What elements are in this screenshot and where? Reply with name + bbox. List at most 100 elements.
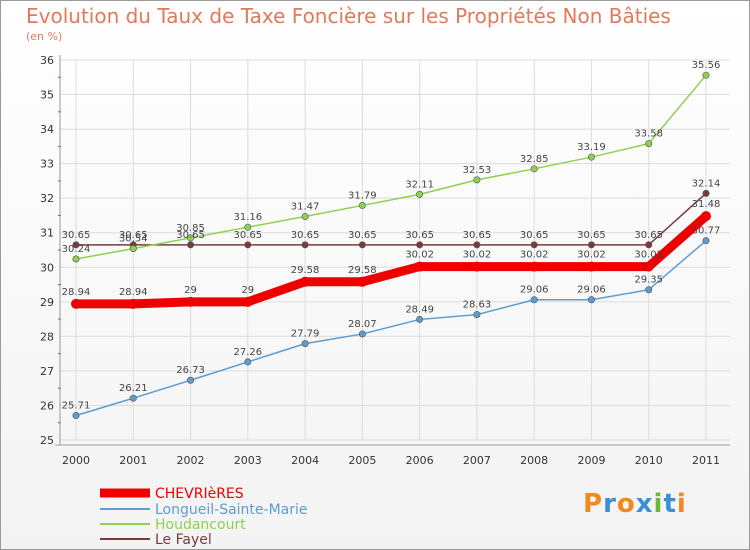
data-point	[645, 286, 653, 294]
x-tick-label: 2009	[577, 454, 605, 467]
data-label: 29.06	[577, 285, 606, 296]
data-point	[358, 241, 366, 249]
logo-letter: P	[583, 489, 604, 519]
data-point	[301, 212, 309, 220]
data-label: 29.06	[520, 285, 549, 296]
data-label: 27.79	[291, 329, 320, 340]
logo-letter: i	[676, 489, 687, 519]
y-tick-label: 30	[40, 261, 54, 274]
data-point	[586, 261, 597, 272]
data-label: 28.07	[348, 319, 377, 330]
data-label: 28.63	[463, 300, 492, 311]
data-point	[645, 241, 653, 249]
data-label: 28.49	[405, 304, 434, 315]
data-point	[72, 241, 80, 249]
x-tick-label: 2007	[463, 454, 491, 467]
data-point	[530, 241, 538, 249]
data-point	[414, 261, 425, 272]
data-label: 33.58	[634, 129, 663, 140]
data-point	[473, 176, 481, 184]
data-label: 30.65	[520, 230, 549, 241]
logo-letter: t	[663, 489, 677, 519]
x-tick-label: 2011	[692, 454, 720, 467]
data-label: 32.53	[463, 165, 492, 176]
y-tick-label: 34	[40, 123, 54, 136]
data-point	[358, 330, 366, 338]
data-label: 30.65	[405, 230, 434, 241]
y-tick-label: 28	[40, 330, 54, 343]
data-point	[358, 201, 366, 209]
legend-label: Houdancourt	[155, 517, 246, 533]
legend: CHEVRIèRESLongueil-Sainte-MarieHoudancou…	[100, 486, 308, 548]
data-label: 30.02	[405, 250, 434, 261]
data-point	[129, 394, 137, 402]
data-label: 35.56	[692, 60, 721, 71]
data-point	[701, 211, 711, 222]
data-point	[587, 153, 595, 161]
data-point	[187, 234, 195, 242]
series-line	[75, 192, 707, 246]
chart-title: Evolution du Taux de Taxe Foncière sur l…	[26, 4, 671, 28]
data-label: 29.35	[634, 275, 663, 286]
y-tick-label: 32	[40, 192, 54, 205]
data-label: 30.02	[520, 250, 549, 261]
x-tick-label: 2003	[234, 454, 262, 467]
data-point	[416, 315, 424, 323]
logo-letter: o	[616, 489, 636, 519]
data-point	[357, 276, 368, 287]
x-tick-label: 2006	[406, 454, 434, 467]
data-point	[242, 296, 253, 307]
data-label: 29.58	[348, 265, 377, 276]
data-point	[702, 71, 710, 79]
data-point	[643, 261, 654, 272]
data-label: 25.71	[62, 400, 91, 411]
data-label: 32.11	[405, 179, 434, 190]
data-label: 31.79	[348, 190, 377, 201]
data-point	[530, 165, 538, 173]
y-tick-label: 25	[40, 434, 54, 447]
x-tick-label: 2010	[635, 454, 663, 467]
data-point	[71, 298, 81, 309]
data-label: 30.65	[233, 230, 262, 241]
data-label: 29	[241, 285, 254, 296]
data-label: 29	[184, 285, 197, 296]
data-label: 27.26	[233, 347, 262, 358]
y-tick-label: 26	[40, 399, 54, 412]
data-point	[128, 298, 139, 309]
data-point	[187, 241, 195, 249]
x-tick-label: 2008	[520, 454, 548, 467]
x-tick-label: 2004	[291, 454, 319, 467]
logo-letter: r	[603, 489, 617, 519]
data-point	[416, 241, 424, 249]
data-labels: 30.65 30.65 30.65 30.65 30.65 30.65 30.65 30.65…	[62, 60, 721, 411]
x-tick-label: 2005	[348, 454, 376, 467]
data-label: 31.47	[291, 201, 320, 212]
y-tick-label: 31	[40, 227, 54, 240]
data-label: 30.02	[577, 250, 606, 261]
data-label: 30.65	[119, 230, 148, 241]
data-label: 26.21	[119, 383, 148, 394]
data-label: 30.65	[291, 230, 320, 241]
data-label: 30.65	[577, 230, 606, 241]
data-label: 30.02	[463, 250, 492, 261]
data-point	[244, 241, 252, 249]
y-tick-label: 29	[40, 296, 54, 309]
series	[71, 71, 711, 419]
data-point	[416, 190, 424, 198]
y-tick-label: 35	[40, 89, 54, 102]
data-point	[301, 340, 309, 348]
data-point	[129, 245, 137, 253]
data-point	[702, 189, 710, 197]
data-point	[471, 261, 482, 272]
data-point	[529, 261, 540, 272]
y-tick-label: 27	[40, 365, 54, 378]
x-tick-label: 2001	[119, 454, 147, 467]
data-label: 30.85	[176, 223, 205, 234]
data-label: 30.02	[634, 250, 663, 261]
x-tick-label: 2002	[177, 454, 205, 467]
data-point	[244, 358, 252, 366]
data-label: 30.54	[119, 234, 148, 245]
data-label: 30.77	[692, 226, 721, 237]
data-label: 28.94	[119, 287, 148, 298]
